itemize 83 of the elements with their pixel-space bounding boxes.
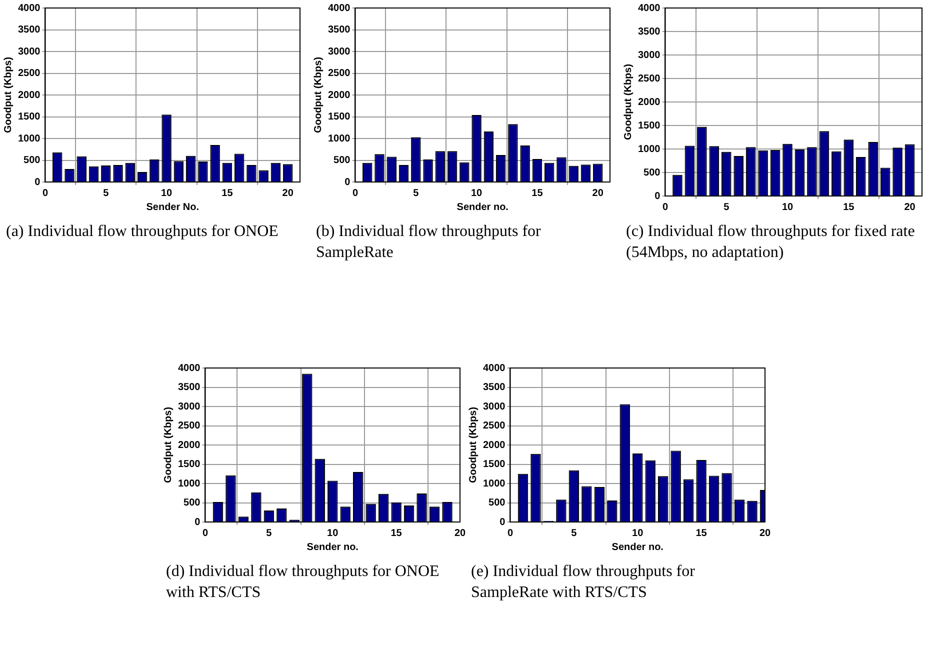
x-tick-label: 0 <box>202 528 208 539</box>
text: (c) Individual flow throughputs for fixed rate (54Mbps, no adaptation) <box>626 222 916 263</box>
y-tick-label: 2500 <box>18 68 41 79</box>
y-tick-label: 2500 <box>178 420 201 432</box>
x-tick-label: 20 <box>759 528 771 539</box>
y-tick-label: 2000 <box>328 90 351 101</box>
y-tick-label: 1500 <box>638 120 661 132</box>
y-tick-label: 1000 <box>18 133 41 144</box>
y-tick-label: 3500 <box>18 24 41 36</box>
y-tick-label: 1000 <box>178 478 201 490</box>
y-tick-label: 500 <box>488 498 506 508</box>
x-tick-label: 15 <box>843 202 855 213</box>
x-tick-label: 20 <box>592 188 604 199</box>
y-tick-label: 4000 <box>178 362 201 374</box>
y-tick-label: 3000 <box>638 50 661 61</box>
y-tick-label: 2500 <box>328 68 351 79</box>
x-tick-label: 15 <box>390 528 402 539</box>
y-tick-label: 1500 <box>178 459 201 470</box>
x-tick-label: 20 <box>282 188 294 199</box>
y-tick-label: 500 <box>334 155 351 166</box>
y-tick-label: 0 <box>194 516 201 528</box>
y-tick-label: 2000 <box>482 440 506 451</box>
x-tick-label: 20 <box>904 202 916 213</box>
y-tick-label: 3000 <box>178 401 201 412</box>
y-tick-label: 3500 <box>178 382 201 393</box>
x-tick-label: 5 <box>103 188 110 199</box>
y-tick-label: 3000 <box>328 46 351 58</box>
x-tick-label: 15 <box>696 528 708 539</box>
x-tick-label: 5 <box>724 202 730 213</box>
y-tick-label: 1500 <box>18 112 41 122</box>
y-tick-label: 3000 <box>18 46 41 58</box>
y-tick-label: 3000 <box>482 401 506 412</box>
y-tick-label: 3500 <box>328 24 351 36</box>
y-tick-label: 0 <box>500 516 506 528</box>
x-axis-title: Sender No. <box>146 202 200 213</box>
text: (e) Individual flow throughputs for SampleRate with RTS/CTS <box>471 562 696 603</box>
y-tick-label: 1000 <box>638 144 661 155</box>
y-axis-title: Goodput (Kbps) <box>622 64 634 140</box>
x-tick-label: 15 <box>532 188 544 199</box>
y-tick-label: 500 <box>24 155 41 166</box>
y-tick-label: 500 <box>644 167 661 178</box>
y-tick-label: 2000 <box>18 90 41 101</box>
y-tick-label: 2500 <box>638 73 661 84</box>
y-tick-label: 2000 <box>638 96 661 108</box>
y-tick-label: 4000 <box>18 2 41 14</box>
y-tick-label: 4000 <box>328 2 351 14</box>
x-tick-label: 10 <box>632 528 644 539</box>
y-axis-title: Goodput (Kbps) <box>162 406 174 484</box>
y-axis-title: Goodput (Kbps) <box>312 56 324 134</box>
x-tick-label: 5 <box>266 528 272 539</box>
y-tick-label: 1500 <box>328 112 351 122</box>
y-tick-label: 4000 <box>482 362 506 374</box>
y-tick-label: 0 <box>34 176 41 188</box>
text: (b) Individual flow throughputs for SampleRate <box>316 222 542 263</box>
x-axis-title: Sender no. <box>306 542 359 553</box>
x-tick-label: 5 <box>413 188 420 199</box>
x-tick-label: 10 <box>160 188 173 199</box>
y-tick-label: 1000 <box>328 133 351 144</box>
x-tick-label: 0 <box>42 188 48 199</box>
x-tick-label: 10 <box>327 528 339 539</box>
y-axis-title: Goodput (Kbps) <box>468 406 479 484</box>
y-tick-label: 500 <box>184 498 201 508</box>
y-tick-label: 2500 <box>482 420 506 432</box>
text: (a) Individual flow throughputs for ONOE <box>6 222 280 242</box>
x-tick-label: 0 <box>507 528 514 539</box>
x-axis-title: Sender no. <box>456 202 509 213</box>
x-tick-label: 20 <box>454 528 466 539</box>
y-tick-label: 1000 <box>482 478 506 490</box>
y-tick-label: 2000 <box>178 440 201 451</box>
y-tick-label: 4000 <box>638 2 661 14</box>
x-tick-label: 0 <box>662 202 668 213</box>
text: (d) Individual flow throughputs for ONOE with RTS/CTS <box>166 562 440 603</box>
y-tick-label: 1500 <box>482 459 506 470</box>
x-tick-label: 10 <box>782 202 794 213</box>
x-tick-label: 5 <box>571 528 578 539</box>
x-tick-label: 15 <box>222 188 234 199</box>
y-tick-label: 3500 <box>482 382 506 393</box>
x-axis-title: Sender no. <box>612 542 664 553</box>
y-tick-label: 3500 <box>638 26 661 38</box>
y-axis-title: Goodput (Kbps) <box>2 56 14 134</box>
x-tick-label: 0 <box>352 188 358 199</box>
x-tick-label: 10 <box>470 188 483 199</box>
y-tick-label: 0 <box>344 176 351 188</box>
